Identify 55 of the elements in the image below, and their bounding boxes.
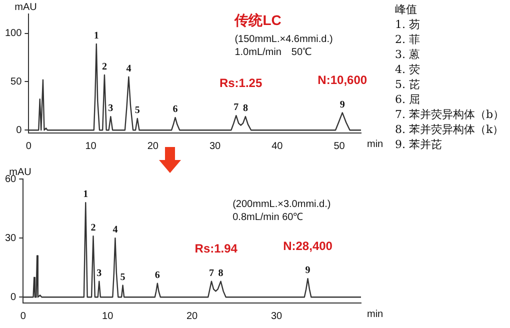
y-tick-label: 0: [10, 292, 17, 303]
y-tick-label: 60: [5, 174, 17, 185]
x-tick-label: 40: [272, 140, 284, 152]
annotation: (150mmL.×4.6mmi.d.): [234, 34, 333, 45]
annotation: 3: [96, 268, 102, 279]
y-tick-label: 30: [5, 232, 17, 244]
text: 4. 荧: [395, 62, 421, 77]
x-tick-label: 30: [270, 310, 283, 322]
text: 3. 蒽: [395, 47, 421, 62]
annotation: N:28,400: [283, 238, 333, 253]
annotation: 1: [94, 30, 99, 42]
annotation: N:10,600: [318, 72, 368, 87]
annotation: 4: [112, 224, 118, 236]
x-tick-label: 0: [26, 140, 32, 152]
x-tick-label: 20: [186, 310, 198, 322]
annotation: Rs:1.25: [219, 76, 262, 90]
x-tick-label: 10: [102, 310, 114, 322]
annotation: 8: [242, 103, 248, 114]
annotation: 3: [108, 103, 114, 114]
annotation: 7: [234, 102, 239, 114]
y-tick-label: 50: [10, 76, 22, 88]
annotation: 9: [305, 265, 310, 276]
text: 7. 苯并荧异构体（b）: [395, 107, 506, 122]
text: 1. 芴: [395, 17, 421, 32]
annotation: 1: [83, 189, 88, 200]
annotation: 6: [154, 270, 160, 281]
x-tick-label: 20: [147, 140, 159, 152]
annotation: 9: [340, 99, 345, 110]
annotation: 5: [134, 105, 140, 116]
text: 9. 苯并芘: [395, 137, 443, 152]
y-tick-label: 100: [4, 28, 22, 40]
annotation: 6: [172, 104, 178, 116]
annotation: Rs:1.94: [194, 242, 238, 256]
text: 5. 芘: [395, 77, 421, 92]
x-axis-title: min: [367, 308, 384, 320]
annotation: 1.0mL/min 50℃: [234, 46, 312, 58]
annotation: 8: [218, 268, 224, 279]
text: 6. 屈: [395, 92, 421, 107]
x-tick-label: 50: [334, 140, 346, 152]
text: 2. 菲: [395, 32, 421, 47]
y-tick-label: 0: [16, 124, 22, 136]
annotation: 4: [126, 63, 132, 74]
annotation: 2: [90, 222, 96, 234]
y-axis-title: mAU: [14, 2, 37, 13]
annotation: (200mmL.×3.0mmi.d.): [232, 198, 331, 210]
text: 8. 苯并荧异构体（k）: [395, 122, 505, 137]
text: 峰值: [395, 2, 418, 17]
annotation: 2: [102, 62, 107, 73]
x-tick-label: 10: [85, 140, 97, 152]
annotation: 5: [120, 272, 126, 283]
x-axis-title: min: [367, 138, 384, 150]
annotation: 7: [208, 268, 214, 279]
x-tick-label: 30: [209, 140, 222, 152]
annotation: 0.8mL/min 60℃: [232, 212, 304, 223]
chart-title: 传统LC: [234, 12, 282, 28]
